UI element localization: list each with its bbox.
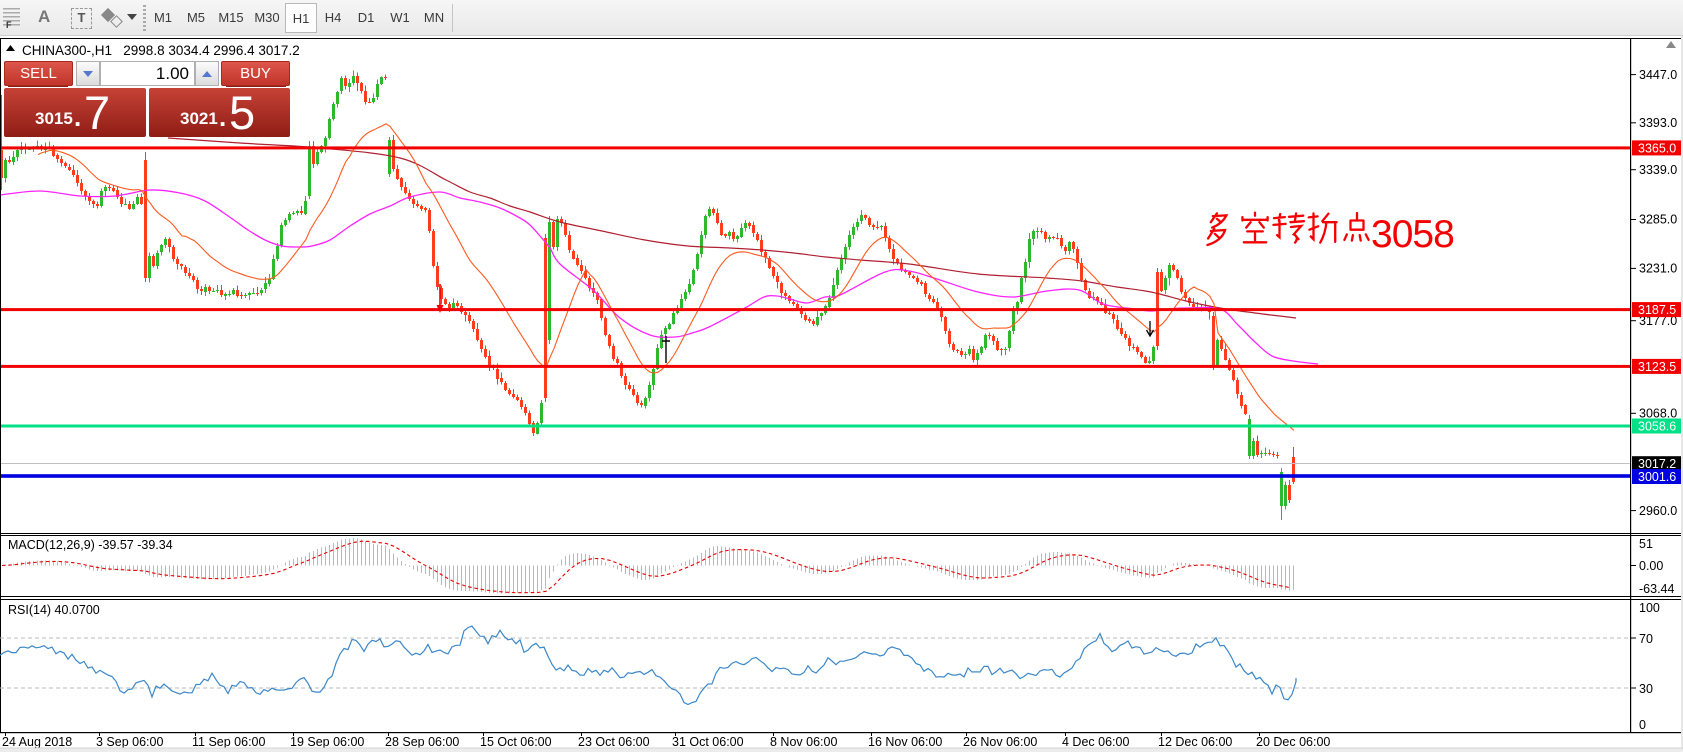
svg-text:3 Sep 06:00: 3 Sep 06:00 [96, 735, 163, 749]
svg-text:0.00: 0.00 [1639, 559, 1663, 573]
svg-text:CHINA300-,H1 2998.8 3034.4 2: CHINA300-,H1 2998.8 3034.4 2996.4 3017.2 [22, 43, 300, 58]
svg-text:3177.0: 3177.0 [1639, 314, 1677, 328]
svg-text:15 Oct 06:00: 15 Oct 06:00 [480, 735, 552, 749]
svg-text:8 Nov 06:00: 8 Nov 06:00 [770, 735, 837, 749]
svg-text:26 Nov 06:00: 26 Nov 06:00 [963, 735, 1037, 749]
svg-text:3068.0: 3068.0 [1639, 407, 1677, 421]
svg-text:24 Aug 2018: 24 Aug 2018 [2, 735, 72, 749]
svg-text:100: 100 [1639, 601, 1660, 615]
svg-text:RSI(14) 40.0700: RSI(14) 40.0700 [8, 603, 100, 617]
svg-text:3123.5: 3123.5 [1638, 360, 1676, 374]
svg-text:11 Sep 06:00: 11 Sep 06:00 [192, 735, 265, 749]
svg-text:0: 0 [1639, 718, 1646, 732]
svg-text:70: 70 [1639, 632, 1653, 646]
svg-text:3365.0: 3365.0 [1638, 141, 1676, 155]
svg-text:30: 30 [1639, 682, 1653, 696]
svg-text:3393.0: 3393.0 [1639, 116, 1677, 130]
svg-text:3447.0: 3447.0 [1639, 68, 1677, 82]
svg-text:MACD(12,26,9) -39.57 -39.34: MACD(12,26,9) -39.57 -39.34 [8, 538, 173, 552]
svg-text:12 Dec 06:00: 12 Dec 06:00 [1158, 735, 1232, 749]
svg-text:3058.6: 3058.6 [1638, 420, 1676, 434]
svg-text:3058: 3058 [1371, 213, 1454, 256]
svg-text:3001.6: 3001.6 [1638, 470, 1676, 484]
svg-text:3231.0: 3231.0 [1639, 262, 1677, 276]
svg-text:4 Dec 06:00: 4 Dec 06:00 [1062, 735, 1129, 749]
svg-text:3285.0: 3285.0 [1639, 213, 1677, 227]
svg-text:20 Dec 06:00: 20 Dec 06:00 [1256, 735, 1330, 749]
svg-text:2960.0: 2960.0 [1639, 504, 1677, 518]
svg-text:16 Nov 06:00: 16 Nov 06:00 [868, 735, 942, 749]
svg-text:31 Oct 06:00: 31 Oct 06:00 [672, 735, 744, 749]
svg-text:3187.5: 3187.5 [1638, 303, 1676, 317]
svg-text:23 Oct 06:00: 23 Oct 06:00 [578, 735, 650, 749]
svg-text:3339.0: 3339.0 [1639, 163, 1677, 177]
svg-text:51: 51 [1639, 537, 1653, 551]
svg-text:19 Sep 06:00: 19 Sep 06:00 [290, 735, 364, 749]
svg-text:-63.44: -63.44 [1639, 582, 1674, 596]
svg-text:28 Sep 06:00: 28 Sep 06:00 [385, 735, 459, 749]
svg-text:3017.2: 3017.2 [1638, 457, 1676, 471]
